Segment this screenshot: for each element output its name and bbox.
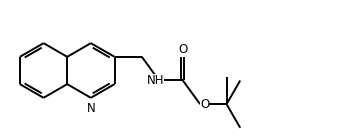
- Text: N: N: [86, 102, 95, 115]
- Text: NH: NH: [147, 74, 164, 87]
- Text: O: O: [200, 98, 209, 111]
- Text: O: O: [178, 43, 188, 56]
